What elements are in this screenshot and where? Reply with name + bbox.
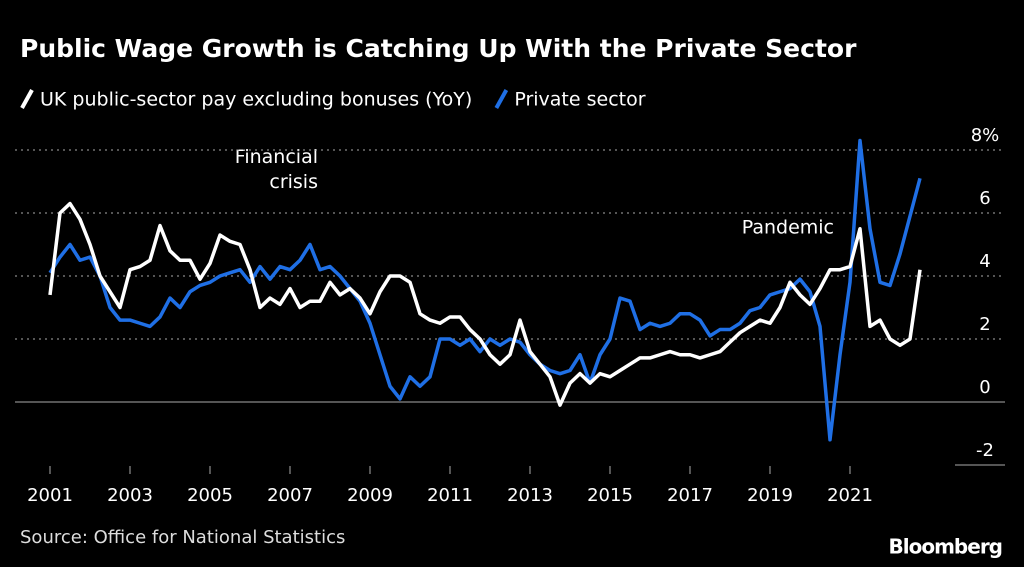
x-tick-label: 2013 [507,485,553,506]
x-tick-label: 2021 [827,485,873,506]
x-tick-label: 2015 [587,485,633,506]
y-tick-label: -2 [976,440,994,461]
y-tick-label: 4 [979,251,990,272]
y-tick-label: 0 [979,377,990,398]
line [48,138,922,442]
legend-swatch [494,89,509,109]
x-tick-label: 2011 [427,485,473,506]
y-tick-label: 2 [979,314,990,335]
x-tick-label: 2005 [187,485,233,506]
x-tick-label: 2001 [27,485,73,506]
legend-label: Private sector [514,89,645,111]
annotation: Pandemic [742,217,834,239]
x-tick-label: 2009 [347,485,393,506]
x-tick-label: 2003 [107,485,153,506]
y-tick-label: 8% [971,125,1000,146]
x-tick-label: 2007 [267,485,313,506]
annotation: Financial crisis [235,146,318,193]
legend-swatch [20,89,34,109]
line [48,201,922,407]
source: Source: Office for National Statistics [20,527,345,548]
legend-label: UK public-sector pay excluding bonuses (… [40,89,472,111]
y-tick-label: 6 [979,188,990,209]
x-tick-label: 2019 [747,485,793,506]
brand: Bloomberg [889,535,1002,559]
chart-title: Public Wage Growth is Catching Up With t… [20,34,857,63]
x-tick-label: 2017 [667,485,713,506]
